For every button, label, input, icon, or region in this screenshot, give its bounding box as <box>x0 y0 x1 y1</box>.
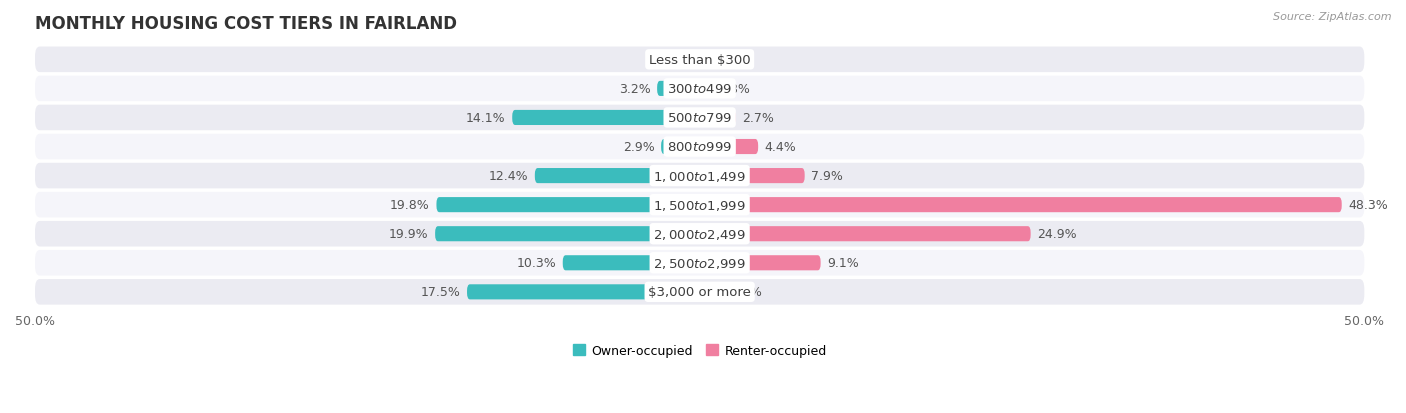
FancyBboxPatch shape <box>35 221 1364 247</box>
Text: 1.8%: 1.8% <box>730 286 762 299</box>
FancyBboxPatch shape <box>700 140 758 155</box>
Text: $1,000 to $1,499: $1,000 to $1,499 <box>654 169 747 183</box>
FancyBboxPatch shape <box>35 250 1364 276</box>
FancyBboxPatch shape <box>661 140 700 155</box>
Text: 12.4%: 12.4% <box>488 170 529 183</box>
FancyBboxPatch shape <box>700 111 735 126</box>
Text: Source: ZipAtlas.com: Source: ZipAtlas.com <box>1274 12 1392 22</box>
Text: 19.9%: 19.9% <box>389 228 429 241</box>
FancyBboxPatch shape <box>35 47 1364 73</box>
Text: 0.0%: 0.0% <box>661 54 693 66</box>
Legend: Owner-occupied, Renter-occupied: Owner-occupied, Renter-occupied <box>568 339 831 362</box>
Text: $2,500 to $2,999: $2,500 to $2,999 <box>654 256 747 270</box>
Text: 7.9%: 7.9% <box>811 170 844 183</box>
FancyBboxPatch shape <box>700 197 1341 213</box>
FancyBboxPatch shape <box>657 82 700 97</box>
Text: 19.8%: 19.8% <box>389 199 430 211</box>
FancyBboxPatch shape <box>700 52 706 68</box>
FancyBboxPatch shape <box>700 285 724 300</box>
FancyBboxPatch shape <box>35 192 1364 218</box>
Text: $1,500 to $1,999: $1,500 to $1,999 <box>654 198 747 212</box>
FancyBboxPatch shape <box>434 227 700 242</box>
Text: 48.3%: 48.3% <box>1348 199 1388 211</box>
Text: 2.7%: 2.7% <box>742 112 775 125</box>
Text: 3.2%: 3.2% <box>619 83 651 96</box>
Text: 24.9%: 24.9% <box>1038 228 1077 241</box>
Text: 0.28%: 0.28% <box>710 83 749 96</box>
FancyBboxPatch shape <box>700 82 703 97</box>
FancyBboxPatch shape <box>534 169 700 184</box>
FancyBboxPatch shape <box>35 76 1364 102</box>
Text: 9.1%: 9.1% <box>827 256 859 270</box>
Text: MONTHLY HOUSING COST TIERS IN FAIRLAND: MONTHLY HOUSING COST TIERS IN FAIRLAND <box>35 15 457 33</box>
Text: $300 to $499: $300 to $499 <box>668 83 733 96</box>
FancyBboxPatch shape <box>700 227 1031 242</box>
FancyBboxPatch shape <box>700 169 804 184</box>
FancyBboxPatch shape <box>436 197 700 213</box>
Text: 4.4%: 4.4% <box>765 141 797 154</box>
Text: 14.1%: 14.1% <box>465 112 506 125</box>
FancyBboxPatch shape <box>512 111 700 126</box>
Text: 17.5%: 17.5% <box>420 286 460 299</box>
FancyBboxPatch shape <box>35 164 1364 189</box>
Text: $500 to $799: $500 to $799 <box>668 112 733 125</box>
Text: 2.9%: 2.9% <box>623 141 654 154</box>
Text: 0.44%: 0.44% <box>713 54 752 66</box>
Text: Less than $300: Less than $300 <box>648 54 751 66</box>
Text: 10.3%: 10.3% <box>516 256 557 270</box>
FancyBboxPatch shape <box>700 256 821 271</box>
Text: $3,000 or more: $3,000 or more <box>648 286 751 299</box>
FancyBboxPatch shape <box>35 105 1364 131</box>
FancyBboxPatch shape <box>562 256 700 271</box>
Text: $800 to $999: $800 to $999 <box>668 141 733 154</box>
FancyBboxPatch shape <box>35 279 1364 305</box>
FancyBboxPatch shape <box>467 285 700 300</box>
FancyBboxPatch shape <box>35 134 1364 160</box>
Text: $2,000 to $2,499: $2,000 to $2,499 <box>654 227 747 241</box>
